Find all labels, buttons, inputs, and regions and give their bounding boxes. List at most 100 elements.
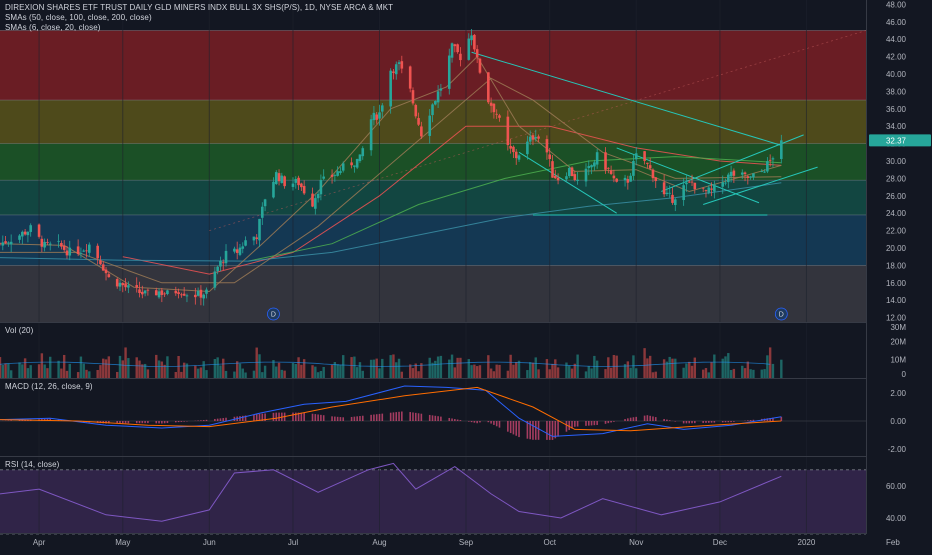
macd-tick-label: -2.00 (888, 445, 907, 454)
candle[interactable] (473, 34, 476, 52)
macd-histogram-bar (320, 415, 322, 421)
last-price-badge[interactable]: 32.37 (869, 134, 931, 146)
candle-body (654, 177, 657, 181)
volume-bar (576, 355, 578, 378)
candle-body (253, 237, 256, 241)
volume-bar (593, 356, 595, 378)
macd-histogram-bar (334, 417, 336, 421)
macd-histogram-bar (418, 413, 420, 421)
candle-body (730, 172, 733, 176)
macd-histogram-bar (624, 419, 626, 421)
price-tick-label: 44.00 (886, 35, 907, 44)
price-tick-label: 20.00 (886, 244, 907, 253)
volume-bar (158, 360, 160, 378)
macd-histogram-bar (496, 421, 498, 426)
volume-bar (554, 359, 556, 378)
candle-body (0, 243, 1, 244)
candle-body (615, 179, 618, 182)
macd-histogram-bar (655, 417, 657, 421)
rsi-legend[interactable]: RSI (14, close) (5, 460, 59, 470)
macd-histogram-bar (468, 421, 470, 422)
candle[interactable] (275, 170, 278, 185)
volume-bar (766, 355, 768, 378)
volume-bar (437, 357, 439, 378)
candle[interactable] (356, 159, 359, 169)
macd-histogram-bar (303, 413, 305, 421)
volume-bar (122, 360, 124, 378)
volume-bar (470, 365, 472, 378)
candle-body (414, 105, 417, 116)
macd-legend[interactable]: MACD (12, 26, close, 9) (5, 382, 93, 392)
candle-body (186, 295, 189, 296)
volume-bar (283, 371, 285, 378)
candle-body (568, 168, 571, 176)
candle-body (487, 72, 490, 102)
volume-bar (219, 365, 221, 378)
volume-bar (60, 369, 62, 378)
macd-histogram-bar (301, 413, 303, 421)
volume-bar (772, 364, 774, 378)
volume-bar (479, 365, 481, 378)
candle-body (29, 225, 32, 232)
macd-histogram-bar (155, 421, 157, 423)
time-tick-label: Sep (459, 538, 474, 547)
candle-body (733, 171, 736, 176)
candle-body (116, 279, 119, 286)
candle-body (49, 244, 52, 245)
macd-histogram-bar (532, 421, 534, 440)
volume-bar (43, 364, 45, 378)
sma-legend-a[interactable]: SMAs (50, close, 100, close, 200, close) (5, 13, 393, 23)
candle[interactable] (487, 72, 490, 104)
candle[interactable] (38, 223, 41, 238)
candle[interactable] (409, 66, 412, 93)
candle-body (82, 251, 85, 252)
candle-body (663, 182, 666, 194)
candle[interactable] (448, 49, 451, 95)
price-tick-label: 28.00 (886, 174, 907, 183)
candle-body (177, 292, 180, 294)
volume-bar (300, 365, 302, 378)
candle-body (548, 154, 551, 159)
volume-tick-label: 10M (890, 356, 906, 365)
candle-body (80, 253, 83, 254)
dividend-marker[interactable]: D (775, 308, 787, 320)
macd-histogram-bar (479, 421, 481, 422)
macd-histogram-bar (312, 414, 314, 421)
time-tick-label: Aug (372, 538, 386, 547)
candle-body (747, 176, 750, 178)
candle-body (339, 171, 342, 173)
candle[interactable] (414, 104, 417, 119)
macd-histogram-bar (705, 421, 707, 423)
candle-body (604, 152, 607, 170)
volume-bar (663, 359, 665, 378)
macd-histogram-bar (666, 420, 668, 421)
candle-body (526, 142, 529, 155)
macd-histogram-bar (401, 412, 403, 421)
candle[interactable] (370, 115, 373, 156)
candle-body (434, 101, 437, 104)
candle-body (727, 175, 730, 183)
macd-histogram-bar (128, 421, 130, 423)
volume-bar (342, 355, 344, 378)
candle-body (144, 290, 147, 293)
volume-bar (272, 360, 274, 378)
candle-body (682, 185, 685, 200)
candle[interactable] (479, 58, 482, 74)
volume-bar (747, 362, 749, 378)
volume-bar (749, 369, 751, 378)
sma-legend-b[interactable]: SMAs (6, close, 20, close) (5, 23, 393, 33)
candle-body (119, 283, 122, 287)
macd-histogram-bar (649, 416, 651, 421)
candle-body (576, 180, 579, 181)
volume-bar (769, 347, 771, 378)
volume-legend[interactable]: Vol (20) (5, 326, 33, 336)
symbol-title[interactable]: DIREXION SHARES ETF TRUST DAILY GLD MINE… (5, 3, 393, 13)
candle-body (635, 153, 638, 159)
macd-histogram-bar (493, 421, 495, 425)
macd-histogram-bar (136, 421, 138, 423)
volume-bar (205, 370, 207, 378)
volume-bar (295, 364, 297, 378)
candle[interactable] (571, 166, 574, 176)
volume-bar (362, 371, 364, 378)
dividend-marker[interactable]: D (267, 308, 279, 320)
